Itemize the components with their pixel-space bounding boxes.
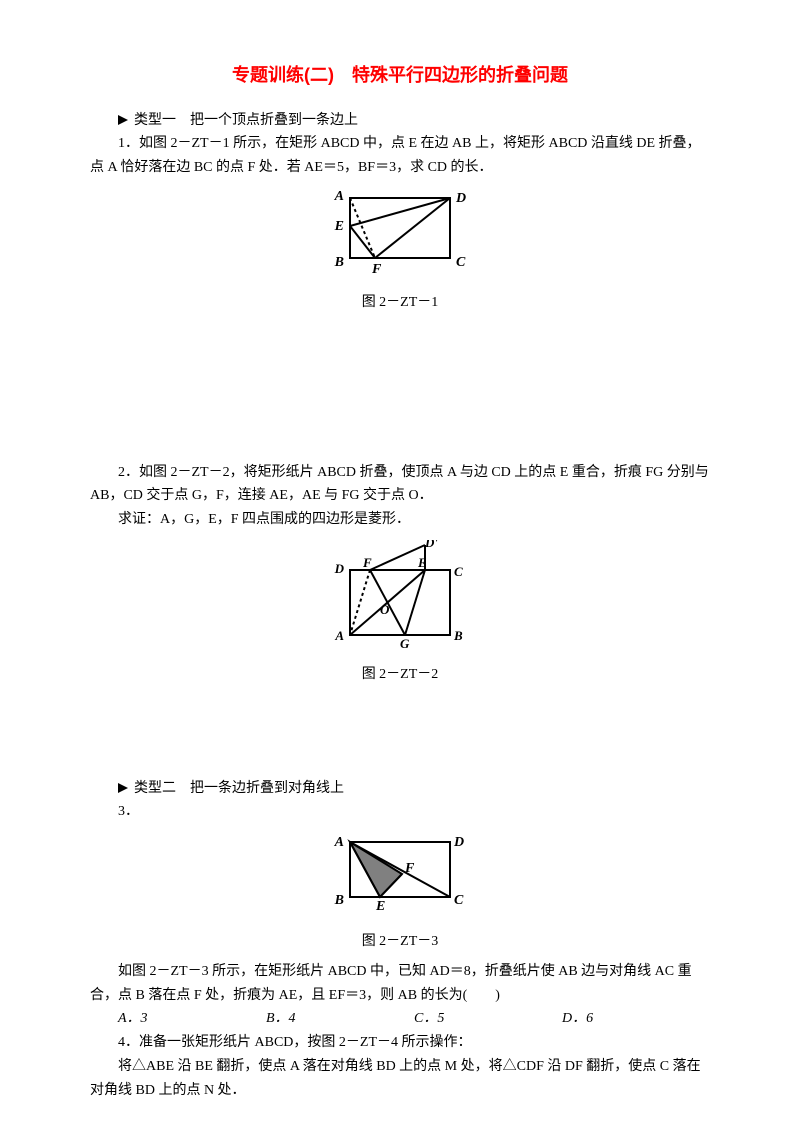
option-b: B．4 — [266, 1007, 414, 1031]
section-2-header-text: 类型二 把一条边折叠到对角线上 — [134, 781, 344, 796]
figure-1: A B C D E F 图 2－ZT－1 — [90, 188, 710, 315]
question-2-text-b: 求证：A，G，E，F 四点围成的四边形是菱形． — [90, 508, 710, 532]
question-2-text-a: 2．如图 2－ZT－2，将矩形纸片 ABCD 折叠，使顶点 A 与边 CD 上的… — [90, 461, 710, 509]
label-F: F — [371, 262, 382, 277]
label-D: D — [453, 835, 464, 850]
label-A: A — [334, 189, 344, 204]
option-a: A．3 — [118, 1007, 266, 1031]
label-E: E — [417, 555, 427, 570]
label-C: C — [454, 564, 463, 579]
question-3-options: A．3 B．4 C．5 D．6 — [90, 1007, 710, 1031]
arrow-icon — [118, 115, 128, 125]
label-A: A — [334, 835, 344, 850]
figure-3: A B C D E F 图 2－ZT－3 — [90, 832, 710, 954]
label-A: A — [334, 628, 344, 643]
option-c: C．5 — [414, 1007, 562, 1031]
question-4-text-a: 4．准备一张矩形纸片 ABCD，按图 2－ZT－4 所示操作： — [90, 1031, 710, 1055]
label-F: F — [362, 555, 372, 570]
label-B: B — [334, 893, 344, 908]
option-d: D．6 — [562, 1007, 710, 1031]
figure-2-caption: 图 2－ZT－2 — [90, 663, 710, 687]
figure-1-caption: 图 2－ZT－1 — [90, 291, 710, 315]
label-F: F — [404, 861, 415, 876]
section-2-header: 类型二 把一条边折叠到对角线上 — [90, 777, 710, 801]
section-1-header: 类型一 把一个顶点折叠到一条边上 — [90, 109, 710, 133]
label-E: E — [375, 899, 385, 914]
question-3-number: 3． — [90, 800, 710, 824]
label-C: C — [456, 255, 466, 270]
arrow-icon — [118, 783, 128, 793]
label-B: B — [453, 628, 463, 643]
label-B: B — [334, 255, 344, 270]
label-E: E — [334, 219, 344, 234]
label-G: G — [400, 636, 410, 650]
page-title: 专题训练(二) 特殊平行四边形的折叠问题 — [90, 60, 710, 91]
question-4-text-b: 将△ABE 沿 BE 翻折，使点 A 落在对角线 BD 上的点 M 处，将△CD… — [90, 1055, 710, 1103]
question-3-text: 如图 2－ZT－3 所示，在矩形纸片 ABCD 中，已知 AD＝8，折叠纸片使 … — [90, 960, 710, 1008]
label-D: D — [455, 191, 466, 206]
question-1-text: 1．如图 2－ZT－1 所示，在矩形 ABCD 中，点 E 在边 AB 上，将矩… — [90, 132, 710, 180]
label-O: O — [380, 602, 390, 617]
label-D: D — [334, 561, 345, 576]
label-Dp: D' — [424, 540, 438, 550]
section-1-header-text: 类型一 把一个顶点折叠到一条边上 — [134, 113, 358, 128]
figure-3-caption: 图 2－ZT－3 — [90, 930, 710, 954]
label-C: C — [454, 893, 464, 908]
figure-2: A B C D D' E F G O 图 2－ZT－2 — [90, 540, 710, 687]
